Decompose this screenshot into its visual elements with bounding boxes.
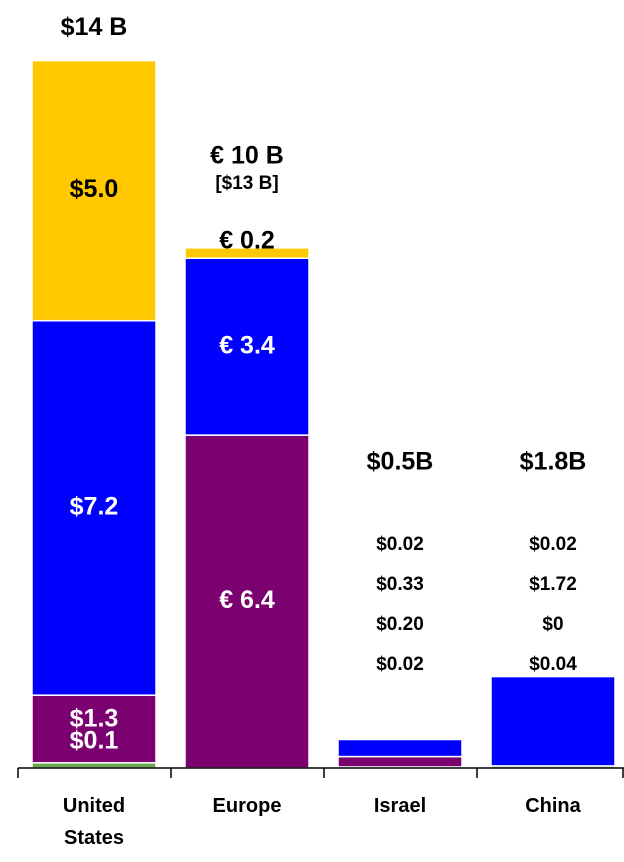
segment-label: $0.20 xyxy=(376,614,424,635)
segment-label: € 3.4 xyxy=(219,331,275,359)
segment-label: $1.3 xyxy=(70,705,119,733)
bar-segment xyxy=(337,737,463,741)
bar-segment xyxy=(184,247,310,260)
x-tick-label: United States xyxy=(62,795,126,849)
segment-label: $0.02 xyxy=(529,534,577,555)
bar-segment xyxy=(337,755,463,768)
x-tick-label: China xyxy=(525,795,581,817)
total-label: $1.8B xyxy=(520,448,587,476)
segment-label: $1.72 xyxy=(529,574,577,595)
total-label: $0.5B xyxy=(367,448,434,476)
x-tick-label: Israel xyxy=(373,795,427,817)
segment-label: $0.04 xyxy=(529,654,577,675)
bar-segment xyxy=(31,694,157,764)
bar-segment xyxy=(337,738,463,758)
bar-segment xyxy=(184,257,310,436)
segment-label: $0.33 xyxy=(376,574,424,595)
bar-segment xyxy=(184,434,310,769)
total-label: € 10 B xyxy=(210,141,284,169)
segment-label: $0.02 xyxy=(376,654,424,675)
x-tick-label: Europe xyxy=(212,795,282,817)
segment-label: € 0.2 xyxy=(219,226,275,254)
segment-label: $0.1 xyxy=(70,727,119,755)
bar-segment xyxy=(490,674,616,678)
segment-label: $0 xyxy=(542,614,563,635)
bar-segment xyxy=(31,762,157,769)
segment-label: $7.2 xyxy=(70,493,119,521)
total-label: $14 B xyxy=(61,13,128,41)
bar-segment xyxy=(490,675,616,767)
bar-segment xyxy=(31,59,157,322)
segment-label: $0.02 xyxy=(376,534,424,555)
bar-segment xyxy=(31,319,157,696)
total-note: [$13 B] xyxy=(215,173,278,194)
segment-label: $5.0 xyxy=(70,175,119,203)
segment-label: € 6.4 xyxy=(219,586,275,614)
